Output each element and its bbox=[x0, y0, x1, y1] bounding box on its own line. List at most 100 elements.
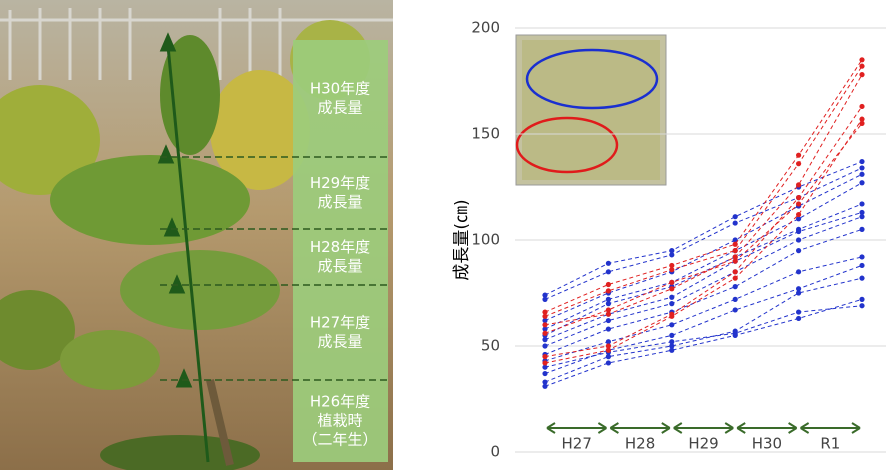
point bbox=[796, 229, 801, 234]
point bbox=[733, 248, 738, 253]
point bbox=[669, 348, 674, 353]
point bbox=[859, 303, 864, 308]
point bbox=[733, 331, 738, 336]
point bbox=[542, 331, 547, 336]
point bbox=[669, 252, 674, 257]
series-line bbox=[545, 265, 862, 373]
point bbox=[606, 326, 611, 331]
figure: H30年度成長量H29年度成長量H28年度成長量H27年度成長量H26年度植栽時… bbox=[0, 0, 886, 470]
stage-label: 成長量 bbox=[317, 333, 362, 351]
series-line bbox=[545, 212, 862, 339]
point bbox=[669, 314, 674, 319]
point bbox=[542, 297, 547, 302]
point bbox=[859, 64, 864, 69]
point bbox=[796, 316, 801, 321]
point bbox=[859, 180, 864, 185]
point bbox=[796, 269, 801, 274]
point bbox=[542, 371, 547, 376]
point bbox=[669, 286, 674, 291]
series-line bbox=[545, 299, 862, 386]
period-label: H27 bbox=[562, 435, 592, 453]
point bbox=[796, 237, 801, 242]
point bbox=[733, 259, 738, 264]
point bbox=[542, 322, 547, 327]
point bbox=[542, 343, 547, 348]
point bbox=[859, 297, 864, 302]
y-tick-label: 150 bbox=[471, 125, 500, 143]
point bbox=[859, 263, 864, 268]
point bbox=[796, 195, 801, 200]
point bbox=[733, 297, 738, 302]
series-line bbox=[545, 217, 862, 346]
stage-label: H26年度 bbox=[310, 393, 370, 411]
point bbox=[859, 57, 864, 62]
series-line bbox=[545, 278, 862, 382]
point bbox=[859, 121, 864, 126]
point bbox=[796, 248, 801, 253]
period-label: R1 bbox=[820, 435, 840, 453]
point bbox=[669, 295, 674, 300]
y-tick-label: 0 bbox=[490, 443, 500, 461]
point bbox=[859, 104, 864, 109]
stage-label: H27年度 bbox=[310, 314, 370, 332]
point bbox=[606, 261, 611, 266]
series-line bbox=[545, 174, 862, 320]
stage-label: 植栽時 bbox=[317, 412, 362, 430]
point bbox=[542, 384, 547, 389]
point bbox=[542, 354, 547, 359]
point bbox=[733, 220, 738, 225]
stage-label: H29年度 bbox=[310, 174, 370, 192]
point bbox=[796, 153, 801, 158]
point bbox=[669, 339, 674, 344]
point bbox=[606, 307, 611, 312]
point bbox=[606, 360, 611, 365]
point bbox=[606, 282, 611, 287]
period-label: H30 bbox=[752, 435, 782, 453]
point bbox=[542, 314, 547, 319]
point bbox=[796, 161, 801, 166]
point bbox=[859, 172, 864, 177]
point bbox=[606, 269, 611, 274]
stage-label: 成長量 bbox=[317, 99, 362, 117]
y-tick-label: 200 bbox=[471, 19, 500, 37]
point bbox=[542, 337, 547, 342]
point bbox=[669, 280, 674, 285]
point bbox=[606, 318, 611, 323]
point bbox=[733, 276, 738, 281]
point bbox=[859, 159, 864, 164]
y-axis-label: 成長量(㎝) bbox=[452, 199, 472, 280]
point bbox=[859, 72, 864, 77]
point bbox=[859, 276, 864, 281]
stage-label: 成長量 bbox=[317, 257, 362, 275]
period-label: H29 bbox=[688, 435, 718, 453]
stage-label: 成長量 bbox=[317, 193, 362, 211]
point bbox=[606, 288, 611, 293]
page: H30年度成長量H29年度成長量H28年度成長量H27年度成長量H26年度植栽時… bbox=[0, 0, 886, 474]
point bbox=[859, 201, 864, 206]
point bbox=[796, 212, 801, 217]
period-label: H28 bbox=[625, 435, 655, 453]
point bbox=[542, 360, 547, 365]
point bbox=[733, 242, 738, 247]
photo: H30年度成長量H29年度成長量H28年度成長量H27年度成長量H26年度植栽時… bbox=[0, 0, 393, 470]
point bbox=[796, 201, 801, 206]
point bbox=[796, 309, 801, 314]
point bbox=[733, 214, 738, 219]
point bbox=[669, 333, 674, 338]
point bbox=[859, 227, 864, 232]
point bbox=[733, 269, 738, 274]
point bbox=[733, 284, 738, 289]
point bbox=[859, 165, 864, 170]
point bbox=[796, 182, 801, 187]
point bbox=[606, 348, 611, 353]
inset-photo bbox=[516, 35, 666, 185]
y-tick-label: 100 bbox=[471, 231, 500, 249]
point bbox=[733, 307, 738, 312]
point bbox=[669, 322, 674, 327]
y-tick-label: 50 bbox=[481, 337, 500, 355]
point bbox=[606, 301, 611, 306]
stage-label: （二年生） bbox=[302, 431, 377, 449]
point bbox=[669, 301, 674, 306]
stage-label: H28年度 bbox=[310, 238, 370, 256]
point bbox=[859, 214, 864, 219]
